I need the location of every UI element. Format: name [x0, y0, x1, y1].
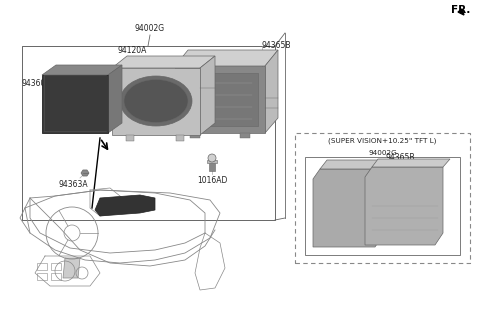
Text: 94365B: 94365B — [262, 40, 291, 50]
Polygon shape — [176, 135, 184, 141]
Text: (SUPER VISION+10.25" TFT L): (SUPER VISION+10.25" TFT L) — [328, 138, 437, 145]
Text: 94002G: 94002G — [135, 24, 165, 33]
Polygon shape — [207, 160, 217, 163]
Polygon shape — [182, 73, 258, 126]
Text: 94002G: 94002G — [368, 150, 397, 156]
Polygon shape — [95, 195, 155, 216]
Polygon shape — [240, 133, 250, 138]
Circle shape — [208, 154, 216, 162]
Text: 1016AD: 1016AD — [197, 176, 227, 185]
Text: 94365B: 94365B — [385, 153, 415, 162]
Bar — [295, 133, 470, 263]
Text: 94363A: 94363A — [58, 180, 88, 189]
Text: 94360D: 94360D — [22, 78, 52, 88]
Polygon shape — [42, 65, 122, 75]
Ellipse shape — [120, 76, 192, 126]
Polygon shape — [190, 133, 200, 138]
Polygon shape — [112, 68, 200, 135]
Polygon shape — [365, 167, 443, 245]
Text: FR.: FR. — [451, 5, 470, 15]
Polygon shape — [81, 170, 89, 176]
Polygon shape — [320, 160, 391, 169]
Bar — [51, 263, 61, 270]
Bar — [305, 157, 460, 255]
Polygon shape — [200, 56, 215, 135]
Ellipse shape — [124, 79, 188, 122]
Bar — [37, 273, 47, 280]
Polygon shape — [175, 66, 265, 133]
Polygon shape — [63, 258, 80, 278]
Polygon shape — [126, 135, 134, 141]
Polygon shape — [209, 163, 215, 171]
Polygon shape — [112, 56, 215, 68]
Polygon shape — [42, 75, 108, 133]
Polygon shape — [265, 50, 278, 133]
Polygon shape — [372, 159, 450, 167]
Polygon shape — [458, 9, 464, 15]
Bar — [51, 273, 61, 280]
Bar — [37, 263, 47, 270]
Polygon shape — [108, 65, 122, 133]
Polygon shape — [175, 50, 278, 66]
Polygon shape — [313, 169, 383, 247]
Text: 94120A: 94120A — [118, 46, 147, 55]
